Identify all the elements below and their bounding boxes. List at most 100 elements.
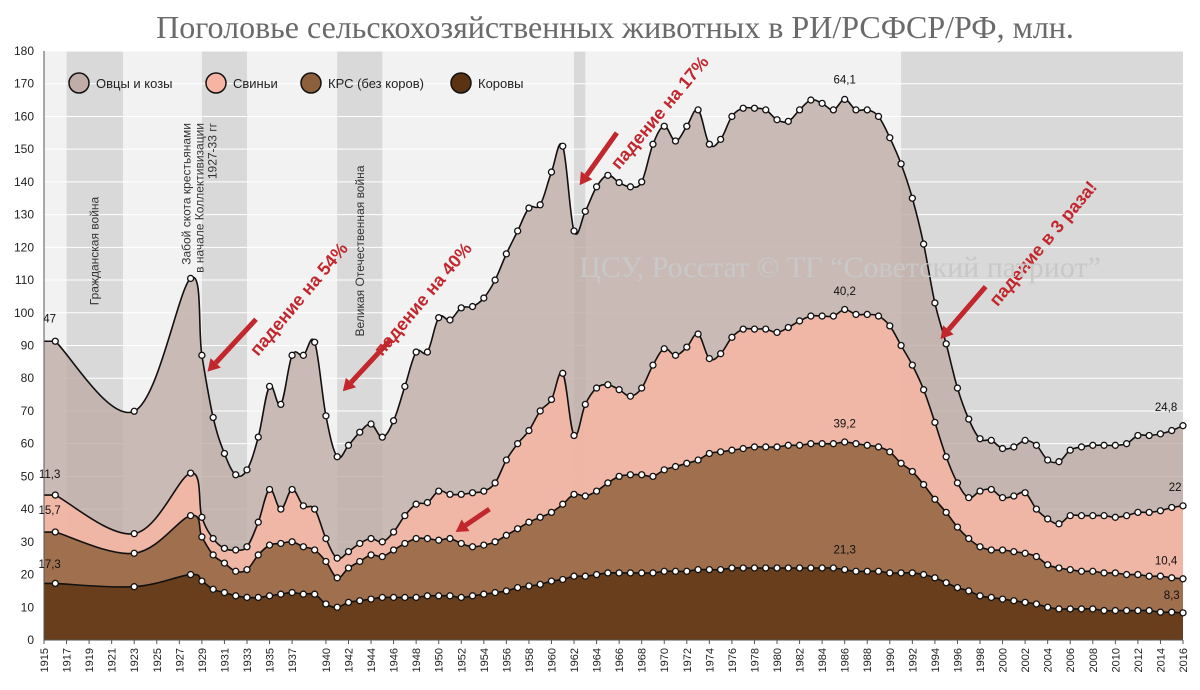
point-cattle [570, 490, 578, 499]
point-sheep-goats [536, 201, 544, 209]
point-sheep-goats [491, 276, 499, 284]
point-cattle [976, 543, 984, 551]
point-sheep-goats [998, 444, 1007, 453]
point-sheep-goats [232, 471, 240, 479]
point-sheep-goats [322, 412, 330, 420]
point-cattle [705, 449, 714, 458]
point-pigs [378, 538, 386, 546]
point-pigs [232, 546, 240, 554]
x-tick-label: 1956 [501, 648, 513, 672]
point-cattle [626, 471, 635, 479]
point-pigs [965, 494, 973, 502]
x-tick-label: 2000 [998, 648, 1010, 672]
x-tick-label: 1994 [930, 648, 942, 672]
point-cattle [220, 559, 229, 567]
point-pigs [773, 328, 781, 337]
point-sheep-goats [1145, 431, 1153, 440]
point-cattle [874, 443, 883, 451]
point-cattle [288, 538, 296, 546]
point-cows [1010, 597, 1018, 605]
y-tick-label: 10 [21, 600, 35, 614]
y-tick-label: 180 [14, 44, 34, 58]
point-sheep-goats [344, 441, 353, 449]
point-sheep-goats [502, 250, 511, 258]
point-sheep-goats [457, 304, 465, 312]
arrow-shaft [464, 507, 491, 528]
point-cows [841, 565, 849, 574]
x-tick-label: 2014 [1155, 648, 1167, 672]
point-pigs [874, 312, 883, 320]
point-cows [739, 564, 747, 572]
point-sheep-goats [965, 415, 973, 423]
point-sheep-goats [638, 178, 646, 186]
point-sheep-goats [886, 134, 894, 142]
point-cows [987, 593, 995, 602]
point-sheep-goats [919, 240, 928, 248]
point-pigs [254, 518, 262, 526]
legend-swatch [68, 72, 90, 94]
arrow-shaft [946, 284, 988, 332]
point-sheep-goats [277, 400, 285, 409]
point-pigs [356, 539, 364, 548]
point-cattle [908, 467, 916, 476]
point-sheep-goats [559, 142, 567, 150]
x-tick-label: 1966 [614, 648, 626, 672]
point-cattle [942, 508, 950, 517]
point-sheep-goats [1089, 441, 1097, 449]
point-cows [468, 592, 477, 600]
point-cattle [1021, 549, 1029, 557]
band-label-collectivization: Забой скота крестьянами в начале Коллект… [180, 122, 220, 273]
point-sheep-goats [931, 299, 939, 307]
point-pigs [705, 354, 714, 363]
point-cows [322, 600, 330, 608]
point-cattle [886, 448, 894, 456]
y-tick-label: 100 [14, 306, 34, 320]
point-cattle [378, 552, 386, 561]
x-tick-label: 1935 [265, 648, 277, 672]
point-sheep-goats [728, 112, 736, 121]
point-pigs [412, 500, 420, 508]
point-pigs [852, 310, 860, 319]
y-tick-label: 110 [15, 273, 34, 287]
point-pigs [694, 330, 702, 338]
point-pigs [649, 361, 657, 369]
point-cows [311, 590, 319, 598]
point-cows [412, 593, 420, 602]
point-cows [615, 569, 623, 577]
y-tick-label: 20 [21, 568, 35, 582]
point-cattle [1168, 574, 1176, 582]
point-cows [953, 583, 962, 592]
point-pigs [998, 494, 1007, 502]
point-sheep-goats [356, 428, 364, 436]
point-pigs [344, 548, 353, 556]
x-tick-label: 1996 [952, 648, 964, 672]
point-cattle [446, 534, 454, 543]
x-tick-label: 1998 [975, 648, 987, 672]
point-sheep-goats [1179, 422, 1187, 430]
point-pigs [525, 426, 533, 435]
point-sheep-goats [1044, 456, 1052, 464]
y-tick-label: 30 [21, 535, 35, 549]
y-tick-label: 80 [21, 371, 35, 385]
data-label: 10,4 [1155, 556, 1178, 568]
point-cows [344, 598, 353, 607]
point-pigs [897, 341, 905, 350]
point-pigs [1044, 515, 1052, 523]
point-cows [254, 593, 262, 602]
point-pigs [1089, 512, 1097, 520]
point-cows [581, 572, 589, 580]
point-cattle [965, 534, 973, 543]
legend-swatch [205, 72, 227, 94]
point-cattle [852, 440, 860, 448]
point-pigs [716, 350, 725, 358]
x-tick-label: 1954 [479, 648, 491, 672]
point-cows [502, 587, 511, 595]
point-cattle [1089, 567, 1097, 575]
x-tick-label: 1980 [772, 648, 784, 672]
point-pigs [322, 534, 330, 543]
point-pigs [908, 361, 916, 369]
point-cattle [254, 551, 262, 559]
point-sheep-goats [807, 96, 815, 104]
y-tick-label: 140 [14, 175, 34, 189]
